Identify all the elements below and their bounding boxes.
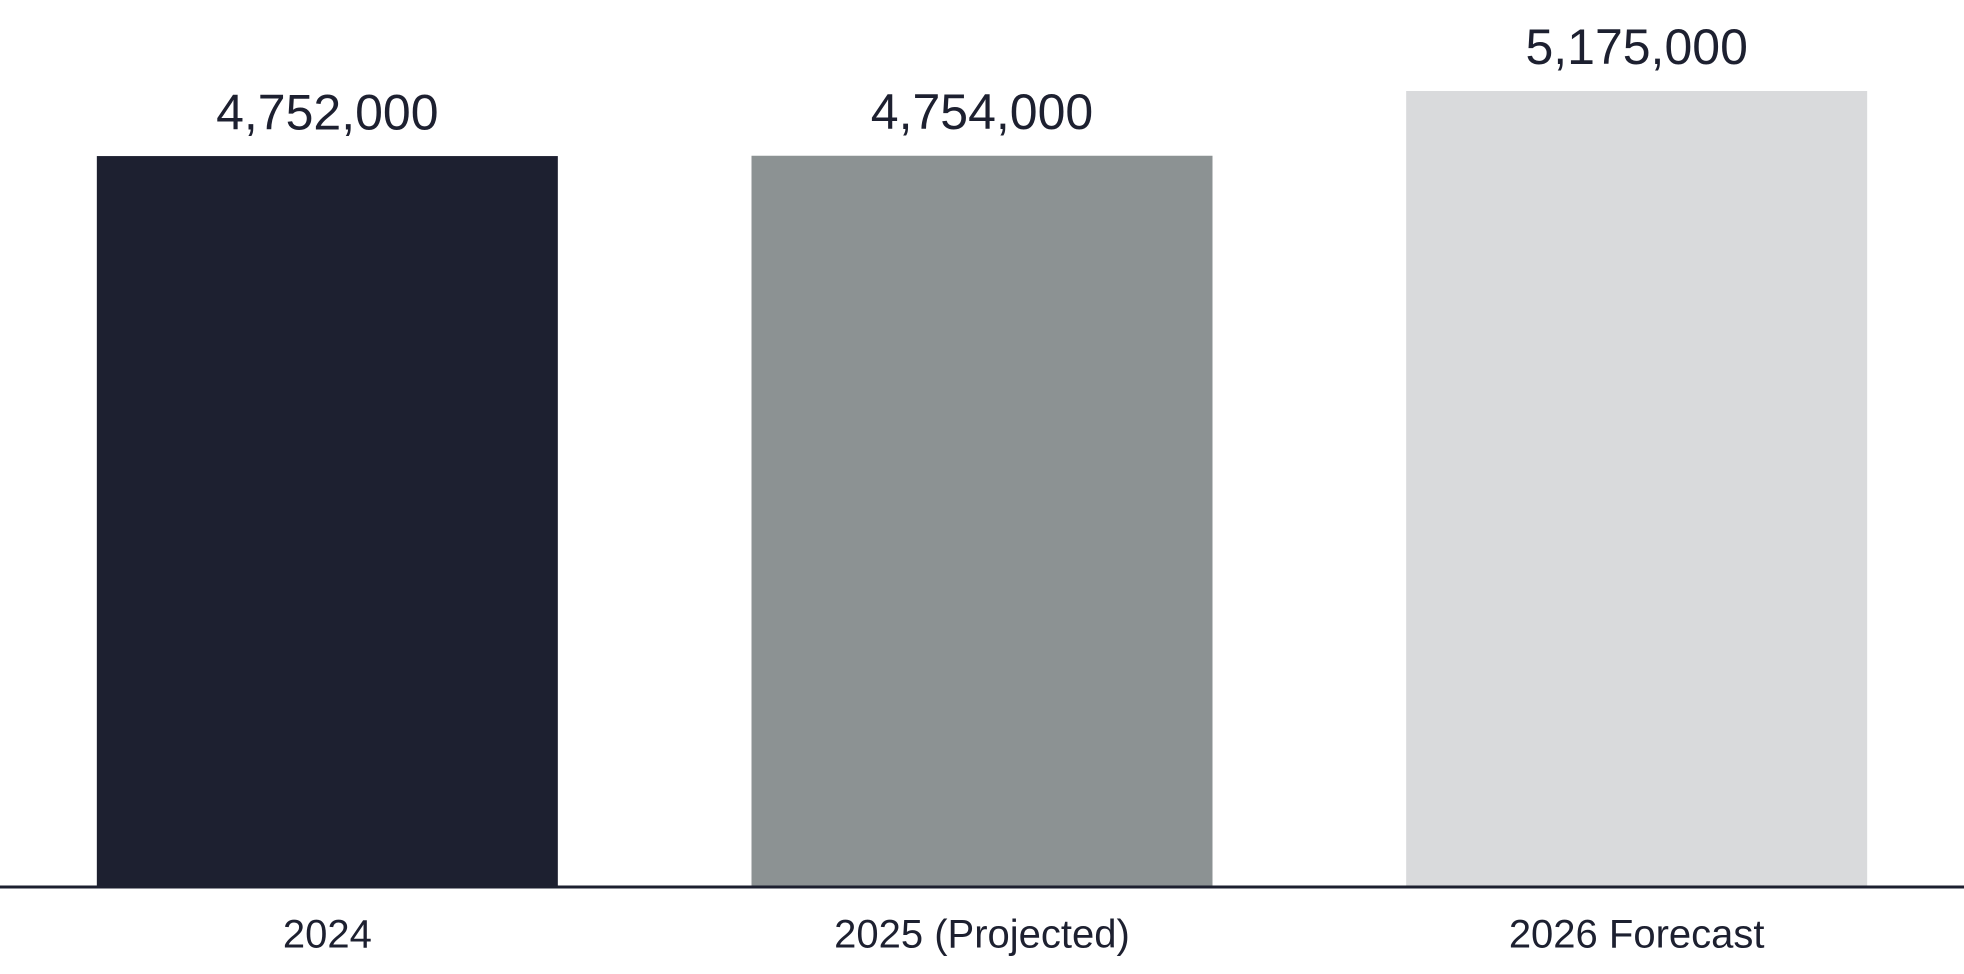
x-tick-label: 2026 Forecast [1509,913,1765,957]
value-label: 5,175,000 [1525,19,1747,75]
bar [96,156,558,888]
value-label: 4,752,000 [216,84,438,140]
bar [751,155,1213,887]
bar [1406,91,1868,887]
value-label: 4,754,000 [871,84,1093,140]
x-tick-label: 2024 [283,913,372,957]
x-tick-label: 2025 (Projected) [834,913,1130,957]
